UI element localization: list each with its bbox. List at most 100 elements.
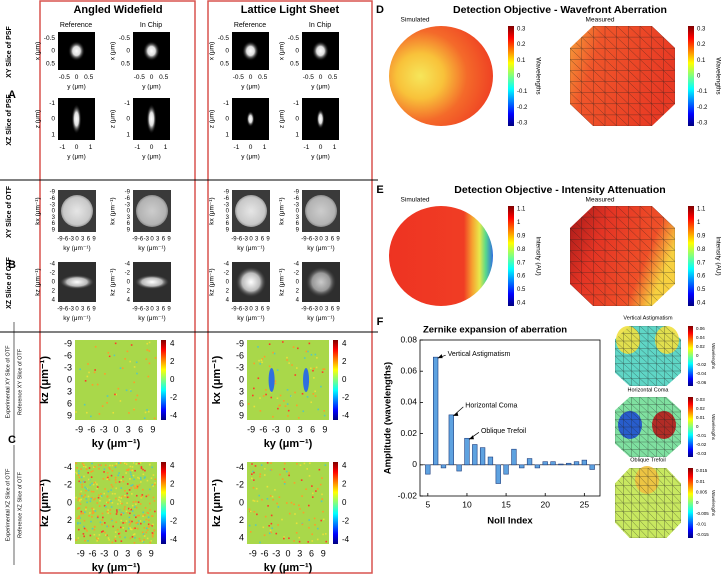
x-tick-label: 0: [113, 548, 118, 558]
mesh-line: [631, 468, 681, 538]
x-tick-label: 9: [167, 307, 171, 313]
colorbar-tick-label: 2: [342, 480, 347, 489]
colorbar-tick-label: 0.8: [517, 247, 526, 253]
noise-pixel: [90, 476, 93, 478]
noise-pixel: [153, 500, 156, 502]
noise-pixel: [115, 393, 117, 396]
noise-pixel: [83, 403, 86, 406]
noise-pixel: [77, 507, 80, 509]
noise-pixel: [126, 492, 129, 495]
noise-pixel: [81, 462, 84, 465]
y-tick-label: 0: [226, 209, 230, 215]
noise-pixel: [119, 500, 122, 503]
noise-pixel: [80, 490, 82, 493]
noise-pixel: [143, 535, 146, 537]
column-title: Angled Widefield: [73, 4, 162, 16]
y-tick-label: 4: [296, 298, 300, 304]
noise-pixel: [87, 489, 90, 492]
y-tick-label: 0: [127, 280, 131, 286]
mesh-line: [581, 26, 675, 126]
mesh-line: [570, 206, 606, 306]
noise-pixel: [276, 397, 279, 400]
psf-spot: [68, 41, 85, 61]
noise-pixel: [80, 512, 82, 515]
noise-pixel: [254, 524, 257, 526]
x-tick-label: -6: [237, 237, 243, 243]
noise-pixel: [142, 511, 145, 514]
x-tick-label: 0: [113, 424, 118, 434]
noise-pixel: [106, 472, 109, 474]
noise-pixel: [89, 534, 92, 537]
noise-pixel: [135, 494, 138, 497]
mesh-line: [570, 26, 594, 126]
noise-pixel: [127, 527, 130, 530]
colorbar-tick-label: -0.2: [697, 105, 708, 111]
noise-pixel: [302, 511, 305, 514]
y-tick-label: 0: [225, 48, 229, 55]
noise-pixel: [247, 403, 250, 405]
noise-pixel: [119, 400, 122, 402]
noise-pixel: [82, 512, 84, 515]
noise-pixel: [259, 397, 261, 399]
y-axis-label: kx (μm⁻¹): [110, 197, 117, 224]
noise-pixel: [261, 498, 263, 501]
noise-pixel: [152, 532, 155, 535]
noise-pixel: [284, 405, 287, 408]
noise-pixel: [140, 467, 143, 470]
x-tick-label: 5: [425, 499, 430, 509]
noise-pixel: [145, 358, 148, 360]
noise-pixel: [253, 500, 256, 502]
x-axis-label: ky (μm⁻¹): [237, 245, 264, 252]
noise-pixel: [138, 514, 140, 517]
simulated-map: [389, 26, 493, 126]
noise-pixel: [79, 503, 82, 505]
noise-pixel: [115, 521, 118, 523]
noise-pixel: [131, 536, 134, 538]
x-tick-label: -6: [260, 548, 268, 558]
mesh-line: [647, 468, 681, 538]
noise-pixel: [122, 480, 125, 483]
noise-pixel: [106, 401, 108, 404]
x-axis-label: ky (μm⁻¹): [307, 315, 334, 322]
noise-pixel: [133, 408, 135, 411]
noise-pixel: [108, 478, 111, 481]
y-tick-label: -1: [49, 100, 55, 107]
noise-pixel: [117, 503, 119, 505]
noise-pixel: [268, 365, 271, 368]
x-tick-label: 1: [263, 144, 267, 151]
mesh-line: [615, 326, 640, 386]
colorbar-tick-label: 0.1: [697, 58, 706, 64]
noise-pixel: [148, 362, 151, 365]
y-axis-label: kz (μm⁻¹): [110, 268, 117, 295]
noise-pixel: [282, 341, 284, 343]
mesh-line: [615, 397, 624, 457]
noise-pixel: [139, 539, 142, 542]
y-tick-label: 0: [52, 209, 56, 215]
noise-pixel: [126, 511, 129, 514]
noise-pixel: [132, 474, 135, 477]
noise-pixel: [78, 497, 80, 500]
x-axis-label: ky (μm⁻¹): [63, 315, 90, 322]
noise-pixel: [149, 502, 151, 505]
noise-pixel: [154, 482, 156, 484]
x-tick-label: -9: [247, 424, 255, 434]
noise-pixel: [103, 504, 106, 507]
noise-pixel: [132, 533, 135, 536]
noise-pixel: [100, 531, 103, 533]
noise-pixel: [75, 462, 77, 465]
mesh-line: [631, 326, 681, 386]
colorbar-tick-label: 1: [517, 220, 521, 226]
bar: [487, 456, 494, 466]
mesh-line: [615, 468, 649, 538]
y-axis-label: kx (μm⁻¹): [279, 197, 286, 224]
noise-pixel: [137, 501, 140, 503]
noise-pixel: [320, 519, 323, 522]
panel-letter: F: [377, 316, 384, 328]
x-tick-label: -9: [132, 307, 138, 313]
noise-pixel: [96, 383, 99, 386]
y-tick-label: 0: [51, 116, 55, 123]
noise-pixel: [108, 499, 111, 501]
noise-pixel: [142, 468, 144, 471]
zernike-lobe: [618, 411, 642, 439]
mesh-line: [604, 206, 675, 306]
